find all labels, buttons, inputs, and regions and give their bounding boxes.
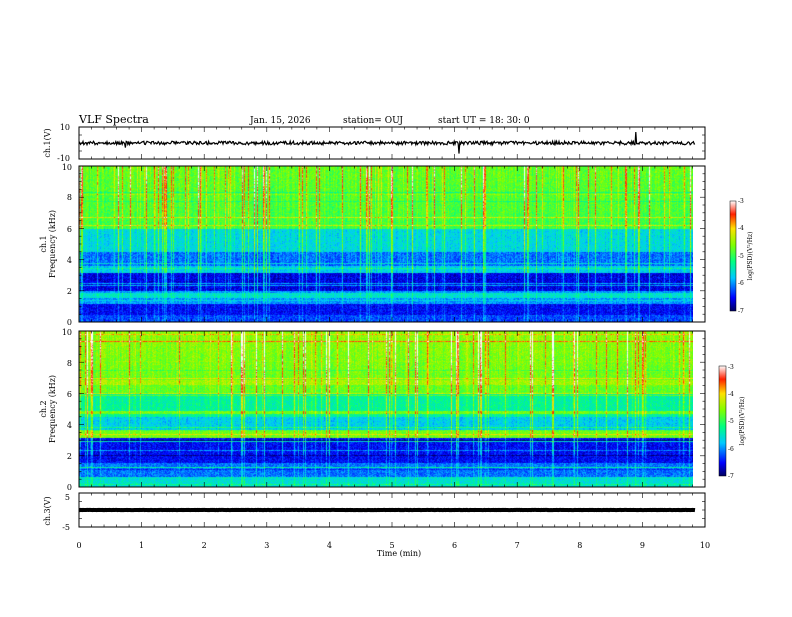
ch1-ytick-10: 10 bbox=[62, 163, 72, 172]
ch2-colorbar-tick-m7: -7 bbox=[728, 473, 734, 480]
ch1-ytick-0: 0 bbox=[67, 318, 72, 327]
ch2-colorbar-tick-m4: -4 bbox=[728, 391, 734, 398]
ch2-spectrogram-channel-label: ch.2 bbox=[39, 400, 48, 417]
ch1-colorbar-label: log(PSD)(V²/Hz) bbox=[747, 232, 754, 281]
ch1-spectrogram-channel-label: ch.1 bbox=[39, 235, 48, 252]
station-label: station= OUJ bbox=[343, 116, 403, 126]
time-tick-label-7: 7 bbox=[515, 541, 520, 550]
ch3-waveform-ylabel: ch.3(V) bbox=[43, 496, 52, 525]
ch3-ytick-bottom: -5 bbox=[62, 523, 70, 532]
ch2-colorbar-tick-m5: -5 bbox=[728, 418, 734, 425]
time-tick-label-10: 10 bbox=[700, 541, 710, 550]
ch2-spectrogram-image bbox=[79, 331, 693, 487]
figure-title: VLF Spectra bbox=[78, 113, 149, 126]
ch1-freq-ticklabels: 0 2 4 6 8 10 bbox=[62, 163, 72, 327]
ch2-freq-ticklabels: 0 2 4 6 8 10 bbox=[62, 328, 72, 492]
time-tick-label-4: 4 bbox=[327, 541, 332, 550]
ch2-colorbar-tick-m3: -3 bbox=[728, 364, 734, 371]
ch1-colorbar-tick-m4: -4 bbox=[738, 225, 744, 232]
ch2-frequency-ylabel: Frequency (kHz) bbox=[48, 375, 57, 443]
ch1-colorbar-tick-m7: -7 bbox=[738, 308, 744, 315]
ch1-ytick-2: 2 bbox=[67, 287, 72, 296]
time-tick-label-6: 6 bbox=[452, 541, 457, 550]
ch3-waveform-panel: 5 -5 ch.3(V) bbox=[43, 493, 705, 532]
ch2-ytick-2: 2 bbox=[67, 452, 72, 461]
ch1-ytick-top: 10 bbox=[60, 123, 70, 132]
ch2-spectrogram-panel: 0 2 4 6 8 10 ch.2 Frequency (kHz) -3 -4 … bbox=[39, 328, 746, 492]
start-time-label: start UT = 18: 30: 0 bbox=[438, 116, 530, 126]
ch2-colorbar: -3 -4 -5 -6 -7 log(PSD)(V²/Hz) bbox=[719, 364, 746, 480]
ch2-ytick-6: 6 bbox=[67, 390, 72, 399]
time-tick-label-3: 3 bbox=[264, 541, 269, 550]
ch1-waveform-panel: 10 -10 ch.1(V) bbox=[43, 123, 705, 163]
time-tick-label-1: 1 bbox=[139, 541, 144, 550]
ch1-colorbar-tick-m6: -6 bbox=[738, 280, 744, 287]
ch2-ytick-4: 4 bbox=[67, 421, 72, 430]
date-label: Jan. 15, 2026 bbox=[249, 116, 311, 126]
time-tick-label-9: 9 bbox=[640, 541, 645, 550]
time-tick-label-2: 2 bbox=[202, 541, 207, 550]
ch1-frequency-ylabel: Frequency (kHz) bbox=[48, 210, 57, 278]
ch1-ytick-6: 6 bbox=[67, 225, 72, 234]
ch1-spectrogram-image bbox=[79, 166, 693, 322]
ch2-colorbar-tick-m6: -6 bbox=[728, 446, 734, 453]
ch1-waveform-ylabel: ch.1(V) bbox=[43, 128, 52, 157]
ch1-colorbar: -3 -4 -5 -6 -7 log(PSD)(V²/Hz) bbox=[730, 198, 754, 315]
time-tick-label-0: 0 bbox=[76, 541, 81, 550]
ch2-ytick-10: 10 bbox=[62, 328, 72, 337]
ch1-ytick-8: 8 bbox=[67, 193, 72, 202]
ch1-ytick-4: 4 bbox=[67, 256, 72, 265]
time-axis-label: Time (min) bbox=[377, 549, 421, 558]
ch1-colorbar-tick-m3: -3 bbox=[738, 198, 744, 205]
ch3-ytick-top: 5 bbox=[65, 493, 70, 502]
ch2-colorbar-label: log(PSD)(V²/Hz) bbox=[739, 397, 746, 446]
ch2-ytick-0: 0 bbox=[67, 483, 72, 492]
ch1-spectrogram-panel: 0 2 4 6 8 10 ch.1 Frequency (kHz) -3 -4 … bbox=[39, 163, 754, 327]
ch2-ytick-8: 8 bbox=[67, 359, 72, 368]
ch1-ytick-bottom: -10 bbox=[57, 154, 70, 163]
time-tick-label-8: 8 bbox=[577, 541, 582, 550]
ch1-colorbar-tick-m5: -5 bbox=[738, 253, 744, 260]
